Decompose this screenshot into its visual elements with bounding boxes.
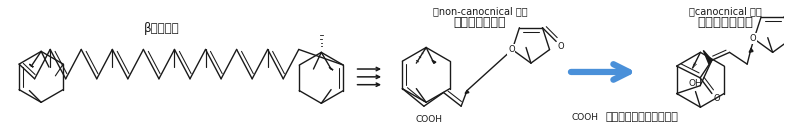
Text: O: O (714, 94, 720, 103)
Text: カルラクトン酸: カルラクトン酸 (454, 17, 506, 30)
Text: COOH: COOH (571, 113, 598, 122)
Text: オロパンコール合成酵素: オロパンコール合成酵素 (605, 112, 678, 122)
Polygon shape (329, 67, 333, 70)
Polygon shape (703, 50, 712, 64)
Text: O: O (508, 45, 514, 54)
Text: （non-canocnical 型）: （non-canocnical 型） (433, 6, 527, 16)
Text: COOH: COOH (415, 116, 442, 124)
Text: βカロテン: βカロテン (144, 22, 179, 35)
Polygon shape (432, 60, 436, 63)
Text: O: O (558, 42, 564, 51)
Polygon shape (749, 48, 753, 52)
Polygon shape (465, 91, 469, 94)
Polygon shape (30, 64, 34, 67)
Text: OH: OH (689, 79, 702, 88)
Text: O: O (750, 34, 756, 43)
Text: オロパンコール: オロパンコール (697, 17, 753, 30)
Text: （canocnical 型）: （canocnical 型） (689, 6, 762, 16)
